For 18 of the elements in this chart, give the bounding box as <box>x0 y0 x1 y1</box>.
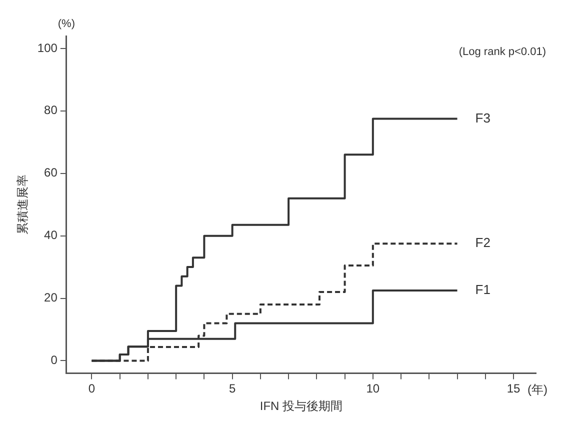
y-tick-label: 40 <box>44 228 58 242</box>
text: (年) <box>528 382 548 397</box>
x-tick-label: 5 <box>228 382 236 396</box>
x-axis-title: IFN 投与後期間 <box>260 399 343 414</box>
text: (%) <box>58 18 75 30</box>
series-label: F3 <box>475 110 490 126</box>
x-tick-label: 15 <box>506 382 520 396</box>
annotation: (Log rank p<0.01) <box>458 46 546 58</box>
y-tick-label: 20 <box>44 290 58 305</box>
y-axis-title: 累積進展率 <box>16 174 30 235</box>
x-tick-label: 0 <box>88 382 96 396</box>
y-tick-label: 80 <box>44 103 58 118</box>
y-tick-label: 60 <box>44 166 58 180</box>
series-label: F2 <box>475 235 490 250</box>
x-tick-label: 10 <box>366 382 380 396</box>
y-tick-label: 0 <box>50 353 58 368</box>
series-label: F1 <box>475 282 490 298</box>
y-tick-label: 100 <box>37 40 58 55</box>
